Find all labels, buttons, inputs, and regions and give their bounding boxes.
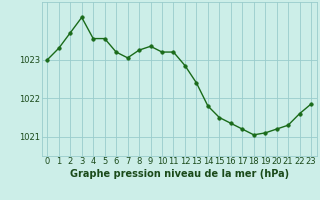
X-axis label: Graphe pression niveau de la mer (hPa): Graphe pression niveau de la mer (hPa) [70,169,289,179]
